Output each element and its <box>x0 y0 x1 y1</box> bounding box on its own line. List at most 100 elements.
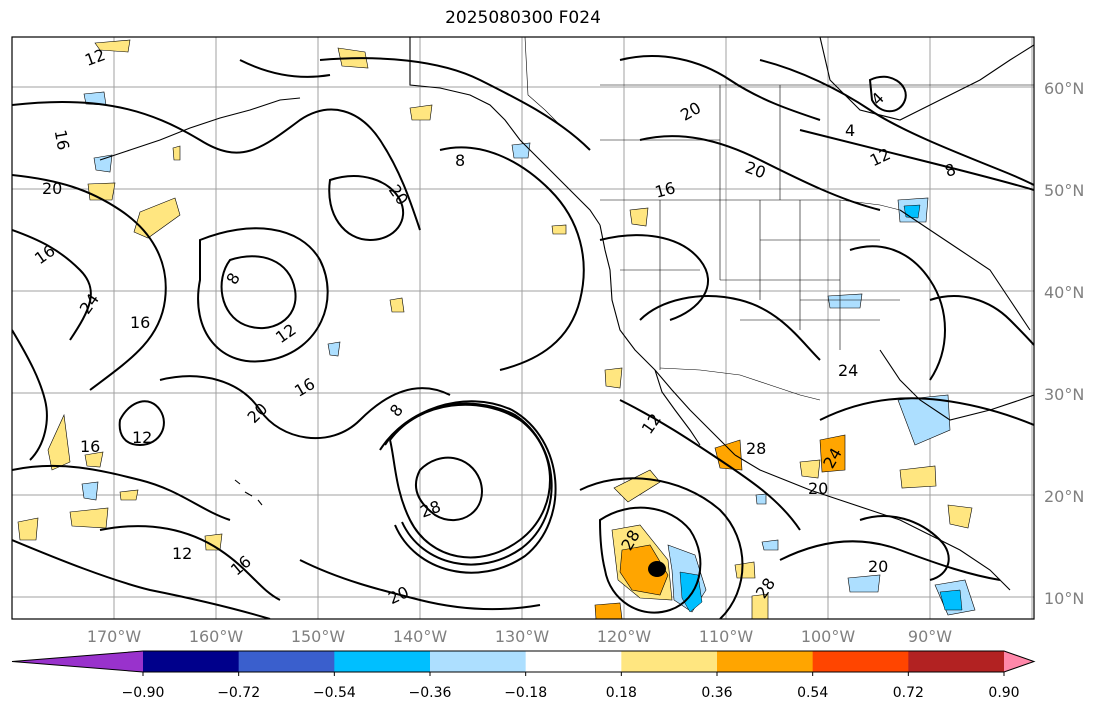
shade-patch <box>761 539 779 551</box>
contour-label: 16 <box>80 437 100 456</box>
colorbar-tick-label: 0.36 <box>701 685 732 701</box>
contour-line <box>849 245 946 381</box>
shade-patch <box>734 561 756 579</box>
contour-line <box>639 295 821 361</box>
colorbar-tick-label: 0.18 <box>606 685 637 701</box>
contour-label: 12 <box>132 428 152 447</box>
contour-label: 20 <box>808 479 828 498</box>
shade-patch <box>827 293 863 309</box>
coastline-alaska <box>409 37 601 226</box>
coastline-baja <box>654 369 701 446</box>
contour-line <box>868 75 907 113</box>
contour-line <box>859 515 950 581</box>
colorbar-extend-low <box>12 651 143 672</box>
contour-line <box>779 540 1001 581</box>
contour-line <box>379 400 557 574</box>
colorbar-tick-label: 0.72 <box>893 685 924 701</box>
contour-label: 28 <box>746 439 766 458</box>
colorbar-extend-high <box>1004 651 1034 672</box>
state-lines <box>620 200 900 370</box>
contour-line <box>12 329 48 461</box>
border-alaska <box>524 37 561 126</box>
map-title: 2025080300 F024 <box>445 8 601 28</box>
shade-patch <box>172 145 181 161</box>
contour-line <box>389 403 551 559</box>
colorbar-segment <box>525 651 622 672</box>
border-us-mexico <box>659 367 821 401</box>
shade-patch <box>409 104 433 121</box>
longitude-labels: 170°W 160°W 150°W 140°W 130°W 120°W 110°… <box>87 627 952 646</box>
political-borders <box>524 37 1034 401</box>
contour-label: 16 <box>653 178 678 202</box>
contour-line <box>12 174 167 391</box>
coastline-east <box>899 209 1031 331</box>
colorbar-tick-label: 0.90 <box>988 685 1019 701</box>
lat-label-20n: 20°N <box>1044 487 1084 506</box>
contour-line <box>319 57 591 151</box>
hawaii-islands <box>234 479 263 506</box>
contours <box>12 55 1034 619</box>
shade-patch <box>939 589 963 611</box>
map-panel <box>12 37 1034 619</box>
contour-labels: 12 16 20 16 24 8 16 12 16 20 8 20 16 12 … <box>31 45 958 608</box>
colorbar-tick-label: −0.54 <box>313 685 356 701</box>
lon-label-150w: 150°W <box>291 627 346 646</box>
contour-line <box>299 559 541 611</box>
colorbar-tick-label: −0.90 <box>122 685 165 701</box>
shade-patch <box>629 207 649 227</box>
colorbar-segment <box>143 651 240 672</box>
coastlines <box>99 37 1034 591</box>
contour-line <box>99 525 281 601</box>
shade-patch <box>47 413 71 471</box>
shade-patch <box>899 465 937 489</box>
colorbar-tick-label: 0.54 <box>797 685 828 701</box>
contour-label: 24 <box>838 361 858 380</box>
contour-line <box>579 477 744 619</box>
contour-label: 8 <box>455 151 465 170</box>
shade-patch <box>94 39 131 53</box>
colorbar-tick-labels: −0.90 −0.72 −0.54 −0.36 −0.18 0.18 0.36 0.54 0.7… <box>122 672 1020 701</box>
coastline-aleutians <box>99 97 301 161</box>
contour-label: 16 <box>130 313 150 332</box>
contour-label: 16 <box>51 128 73 151</box>
shade-patch <box>133 197 181 239</box>
contour-line <box>12 229 92 341</box>
contour-label: 20 <box>868 557 888 576</box>
contour-line <box>819 397 1034 426</box>
shade-patch <box>389 297 405 313</box>
shade-patch <box>819 434 846 473</box>
shade-patch <box>604 367 623 389</box>
lon-label-140w: 140°W <box>393 627 448 646</box>
colorbar-segment <box>717 651 814 672</box>
lon-label-170w: 170°W <box>87 627 142 646</box>
lat-label-60n: 60°N <box>1044 79 1084 98</box>
shade-patch <box>87 182 116 201</box>
shade-patch <box>594 602 623 619</box>
shade-patch <box>551 224 567 235</box>
colorbar-tick-label: −0.72 <box>217 685 260 701</box>
contour-line <box>619 399 801 531</box>
shade-patch <box>81 481 99 501</box>
contour-line <box>929 295 1034 346</box>
latitude-labels: 60°N 50°N 40°N 30°N 20°N 10°N <box>1044 79 1084 608</box>
shade-patch <box>93 154 113 173</box>
shade-patch <box>511 142 531 159</box>
coastline-west-coast <box>599 224 736 456</box>
colorbar-segment <box>430 651 527 672</box>
contour-line <box>598 506 702 614</box>
shade-patch <box>847 574 881 593</box>
contour-line <box>118 400 165 447</box>
colorbar-segment <box>334 651 431 672</box>
shade-patch <box>755 493 767 505</box>
shade-patch <box>897 394 951 446</box>
shade-patch <box>903 204 921 219</box>
contour-line <box>12 539 271 619</box>
lon-label-110w: 110°W <box>699 627 754 646</box>
contour-label: 4 <box>845 121 855 140</box>
contour-line <box>799 129 1034 191</box>
contour-line <box>639 135 881 211</box>
contour-line <box>619 55 821 121</box>
lon-label-120w: 120°W <box>597 627 652 646</box>
colorbar-tick-label: −0.36 <box>409 685 452 701</box>
